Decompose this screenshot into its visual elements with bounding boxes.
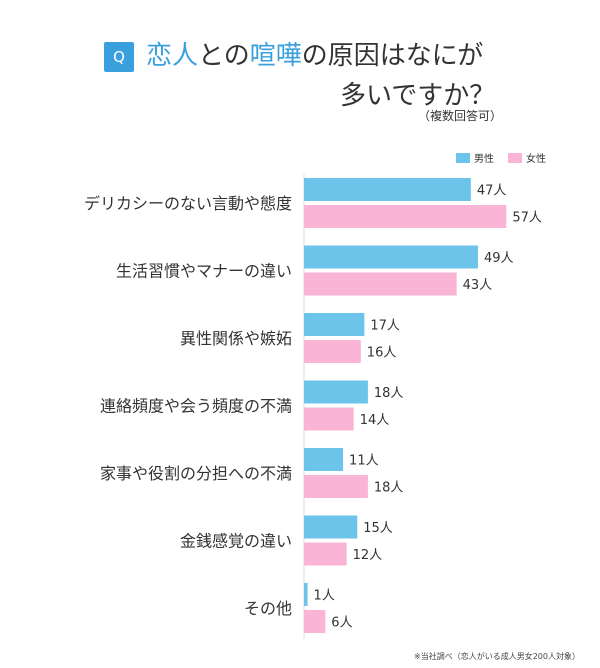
bar-female [304, 272, 457, 296]
chart-title-line2: 多いですか？ [340, 81, 496, 111]
bar-male [304, 380, 368, 404]
title-text-1: との [198, 41, 250, 71]
category-label: その他 [244, 599, 292, 618]
bar-female [304, 610, 326, 633]
category-label: 家事や役割の分担への不満 [100, 464, 292, 483]
title-highlight-lover: 恋人 [146, 41, 199, 71]
data-label-male: 11人 [349, 454, 379, 469]
bar-male [304, 448, 344, 471]
data-label-female: 43人 [463, 278, 493, 293]
bar-female [304, 340, 361, 363]
legend: 男性 女性 [456, 150, 554, 165]
bar-female [304, 542, 347, 566]
bar-male [304, 313, 365, 336]
data-label-male: 47人 [477, 184, 507, 199]
footnote: ※当社調べ（恋人がいる成人男女200人対象） [414, 652, 580, 661]
bar-female [304, 407, 354, 431]
bar-male [304, 583, 308, 606]
legend-swatch-male [456, 152, 470, 163]
data-label-male: 17人 [370, 319, 400, 334]
category-label: 異性関係や嫉妬 [180, 329, 292, 348]
question-badge: Q [104, 42, 134, 72]
legend-item-male: 男性 [456, 150, 494, 165]
data-label-male: 18人 [374, 386, 404, 401]
bar-female [304, 205, 507, 228]
title-text-2: の原因はなにが [301, 41, 484, 71]
data-label-female: 12人 [353, 548, 383, 563]
data-label-male: 1人 [314, 589, 335, 604]
legend-label-female: 女性 [526, 154, 546, 165]
data-label-female: 14人 [360, 413, 390, 428]
legend-label-male: 男性 [474, 154, 494, 165]
legend-swatch-female [508, 152, 522, 163]
data-label-male: 15人 [363, 521, 393, 536]
data-label-male: 49人 [484, 251, 514, 266]
data-label-female: 18人 [374, 481, 404, 496]
chart-title: 恋人との喧嘩の原因はなにが [146, 36, 483, 76]
bar-male [304, 245, 478, 269]
category-label: 生活習慣やマナーの違い [116, 262, 292, 281]
data-label-female: 6人 [331, 616, 352, 631]
data-label-female: 16人 [367, 346, 397, 361]
title-highlight-quarrel: 喧嘩 [249, 41, 302, 71]
data-label-female: 57人 [512, 211, 542, 226]
bar-female [304, 475, 368, 498]
bar-male [304, 515, 358, 539]
legend-item-female: 女性 [508, 150, 546, 165]
bar-male [304, 178, 471, 201]
category-label: 金銭感覚の違い [180, 532, 292, 551]
chart-subtitle: （複数回答可） [418, 109, 503, 123]
category-label: デリカシーのない言動や態度 [84, 194, 292, 213]
category-label: 連絡頻度や会う頻度の不満 [100, 397, 292, 416]
